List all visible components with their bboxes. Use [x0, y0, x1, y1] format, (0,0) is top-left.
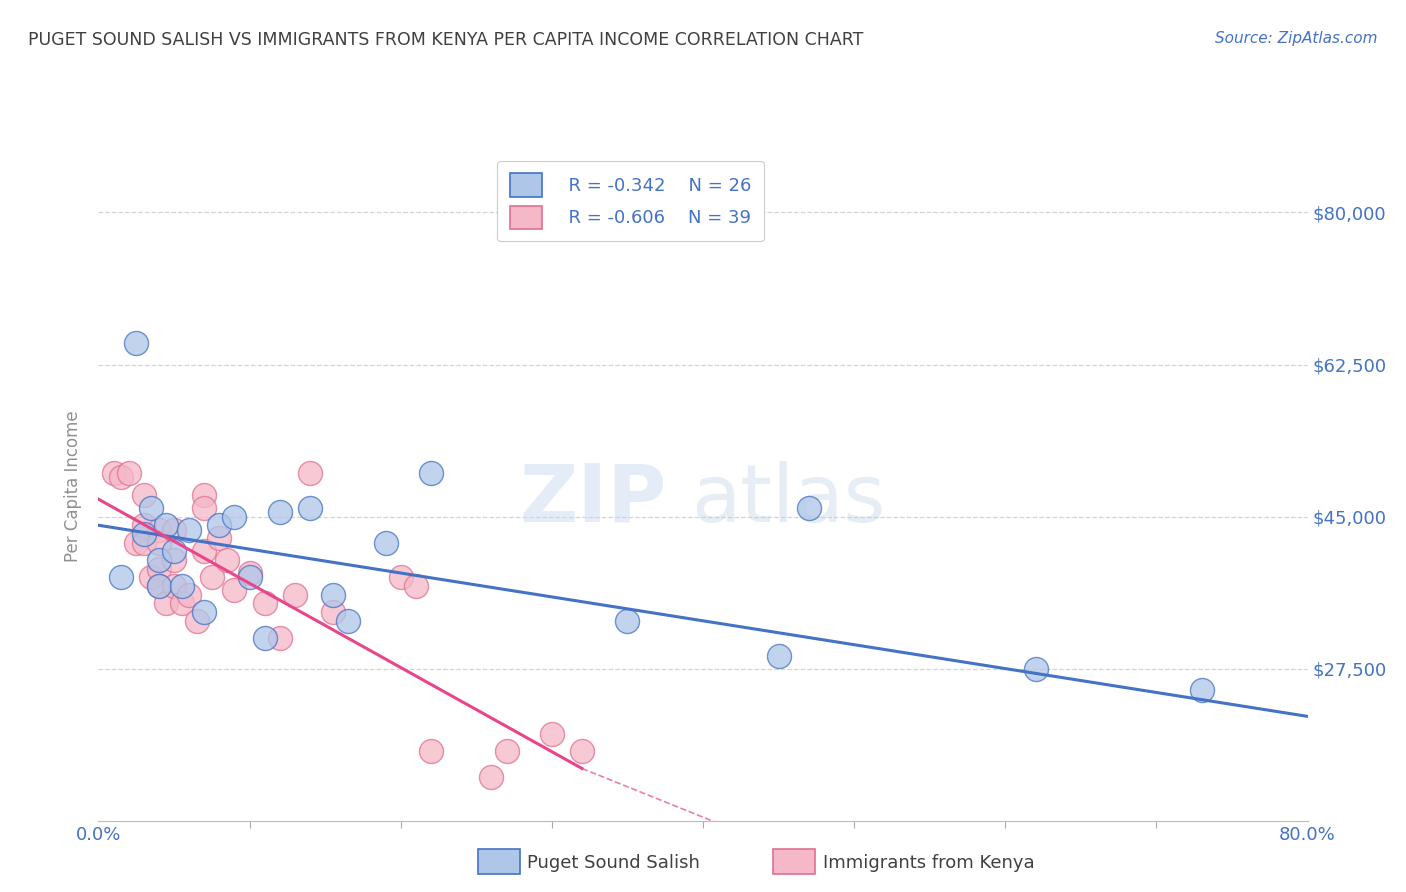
Point	[125, 535, 148, 549]
Text: Puget Sound Salish: Puget Sound Salish	[527, 854, 700, 871]
Point	[163, 544, 186, 558]
Point	[299, 500, 322, 515]
Point	[269, 505, 291, 519]
Text: atlas: atlas	[690, 460, 886, 539]
Point	[193, 544, 215, 558]
Point	[269, 631, 291, 645]
Point	[163, 523, 186, 537]
Text: Immigrants from Kenya: Immigrants from Kenya	[823, 854, 1035, 871]
Point	[141, 570, 163, 584]
Legend:   R = -0.342    N = 26,   R = -0.606    N = 39: R = -0.342 N = 26, R = -0.606 N = 39	[498, 161, 763, 242]
Point	[1024, 662, 1046, 676]
Point	[253, 596, 276, 610]
Point	[616, 614, 638, 628]
Text: Source: ZipAtlas.com: Source: ZipAtlas.com	[1215, 31, 1378, 46]
Point	[132, 535, 155, 549]
Text: PUGET SOUND SALISH VS IMMIGRANTS FROM KENYA PER CAPITA INCOME CORRELATION CHART: PUGET SOUND SALISH VS IMMIGRANTS FROM KE…	[28, 31, 863, 49]
Point	[148, 553, 170, 567]
Point	[239, 570, 262, 584]
Point	[215, 553, 238, 567]
Point	[208, 518, 231, 533]
Point	[141, 500, 163, 515]
Point	[193, 488, 215, 502]
Point	[374, 535, 396, 549]
Point	[481, 770, 503, 784]
Point	[148, 579, 170, 593]
Point	[163, 579, 186, 593]
Point	[420, 744, 443, 758]
Point	[148, 523, 170, 537]
Point	[110, 470, 132, 484]
Point	[322, 588, 344, 602]
Point	[148, 562, 170, 576]
Point	[170, 579, 193, 593]
Point	[155, 518, 177, 533]
Point	[201, 570, 224, 584]
Point	[1191, 683, 1213, 698]
Point	[132, 527, 155, 541]
Point	[239, 566, 262, 580]
Point	[193, 500, 215, 515]
Point	[768, 648, 790, 663]
Point	[148, 579, 170, 593]
Point	[170, 596, 193, 610]
Point	[179, 523, 201, 537]
Point	[540, 727, 562, 741]
Point	[132, 518, 155, 533]
Point	[420, 466, 443, 480]
Point	[163, 553, 186, 567]
Point	[336, 614, 359, 628]
Point	[224, 583, 246, 598]
Point	[186, 614, 208, 628]
Point	[110, 570, 132, 584]
Point	[797, 500, 820, 515]
Point	[389, 570, 412, 584]
Point	[132, 488, 155, 502]
Point	[208, 531, 231, 545]
Point	[253, 631, 276, 645]
Point	[148, 535, 170, 549]
Point	[224, 509, 246, 524]
Point	[495, 744, 517, 758]
Point	[405, 579, 427, 593]
Point	[571, 744, 593, 758]
Point	[193, 605, 215, 619]
Point	[155, 596, 177, 610]
Point	[118, 466, 141, 480]
Point	[179, 588, 201, 602]
Point	[284, 588, 307, 602]
Y-axis label: Per Capita Income: Per Capita Income	[65, 410, 83, 562]
Point	[299, 466, 322, 480]
Point	[322, 605, 344, 619]
Text: ZIP: ZIP	[519, 460, 666, 539]
Point	[125, 335, 148, 350]
Point	[103, 466, 125, 480]
